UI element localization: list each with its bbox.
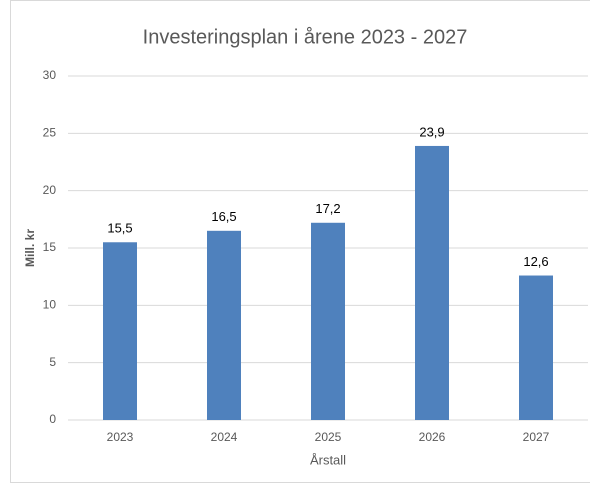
chart-title: Investeringsplan i årene 2023 - 2027 <box>143 26 468 48</box>
chart-border <box>10 0 590 483</box>
value-label: 23,9 <box>419 124 444 139</box>
y-tick-label: 20 <box>43 183 57 197</box>
x-axis-label: Årstall <box>310 452 346 467</box>
bar <box>519 275 553 420</box>
bar <box>311 222 345 420</box>
x-tick-label: 2026 <box>419 430 446 444</box>
bar <box>415 145 449 421</box>
y-tick-label: 15 <box>43 240 57 254</box>
y-tick-label: 25 <box>43 126 57 140</box>
y-axis-label: Mill. kr <box>23 229 37 267</box>
y-tick-label: 0 <box>49 412 56 426</box>
y-tick-label: 5 <box>49 355 56 369</box>
y-tick-label: 10 <box>43 298 57 312</box>
value-label: 16,5 <box>211 209 236 224</box>
x-tick-label: 2024 <box>211 430 238 444</box>
value-label: 12,6 <box>523 254 548 269</box>
y-tick-label: 30 <box>43 68 57 82</box>
bar <box>207 230 241 420</box>
bar <box>103 242 137 420</box>
x-tick-label: 2025 <box>315 430 342 444</box>
x-tick-label: 2027 <box>523 430 550 444</box>
value-label: 17,2 <box>315 201 340 216</box>
x-tick-label: 2023 <box>107 430 134 444</box>
value-label: 15,5 <box>107 221 132 236</box>
